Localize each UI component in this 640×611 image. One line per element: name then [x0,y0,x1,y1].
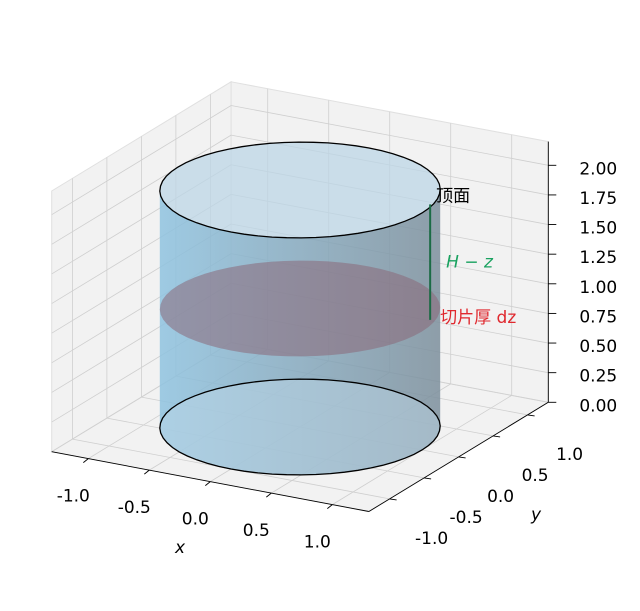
y-tick-label: -1.0 [415,529,448,549]
annotation: 顶面 [436,186,470,206]
y-tick [424,477,432,480]
y-axis-label: y [530,505,542,525]
y-tick-label: 1.0 [556,445,583,465]
z-tick-label: 0.75 [579,307,617,327]
y-tick [458,456,466,459]
y-tick-label: -0.5 [450,508,483,528]
z-tick-label: 1.00 [579,278,617,298]
x-tick-label: 0.5 [243,521,270,541]
x-tick [83,458,89,463]
y-tick-label: 0.5 [522,466,549,486]
x-tick-label: -1.0 [57,487,90,507]
x-tick [205,481,211,486]
top-cap [159,141,441,239]
axis-line [368,401,549,512]
z-tick-label: 1.50 [579,219,617,239]
y-tick [389,498,397,501]
z-tick-label: 1.75 [579,189,617,209]
x-tick-label: 1.0 [304,533,331,553]
z-tick-label: 0.25 [579,367,617,387]
annotation: 切片厚 dz [440,308,516,328]
grid-line [231,105,549,166]
grid-line [51,105,232,216]
y-tick [493,435,501,438]
y-tick-label: 0.0 [487,487,514,507]
slice [159,260,441,357]
annotation: H − z [446,253,494,273]
axis-line [51,451,369,512]
x-tick-label: 0.0 [182,510,209,530]
z-tick-label: 1.25 [579,248,617,268]
bottom-cap [159,378,441,476]
z-tick-label: 2.00 [579,159,617,179]
x-axis-label: x [174,538,186,558]
x-tick [144,469,150,475]
x-tick [266,492,272,498]
z-tick-label: 0.00 [579,396,617,416]
x-tick-label: -0.5 [118,498,151,518]
x-tick [327,504,333,509]
y-tick [527,414,535,417]
grid-line [51,134,232,245]
z-tick-label: 0.50 [579,337,617,357]
